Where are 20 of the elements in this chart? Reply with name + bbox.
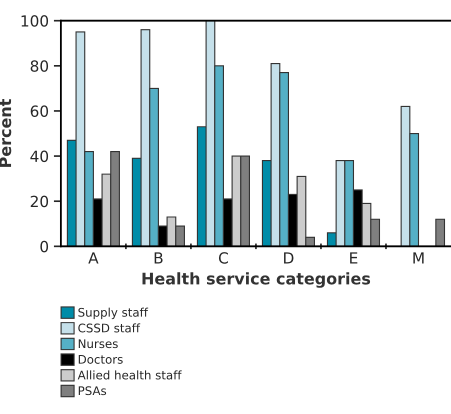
y-tick-label: 20 (30, 196, 48, 208)
x-tick-label: E (350, 252, 358, 264)
legend-label: CSSD staff (78, 323, 140, 332)
x-tick-label: M (413, 252, 424, 264)
legend-label: Doctors (78, 355, 123, 364)
y-tick-label: 80 (30, 60, 48, 72)
legend-label: Nurses (78, 339, 118, 348)
y-tick-label: 0 (40, 240, 48, 252)
bar (435, 218, 446, 246)
y-tick-label: 40 (30, 150, 48, 162)
y-tick-label: 100 (22, 15, 48, 27)
x-axis-title: Health service categories (142, 272, 370, 288)
x-tick-label: A (88, 252, 98, 264)
x-tick-label: B (154, 252, 163, 264)
legend-label: Supply staff (78, 308, 148, 320)
legend-label: Allied health staff (78, 370, 182, 380)
legend-label: PSAs (78, 386, 106, 396)
x-tick-label: C (218, 252, 228, 264)
y-tick-label: 60 (30, 105, 48, 117)
x-tick-label: D (284, 252, 294, 264)
